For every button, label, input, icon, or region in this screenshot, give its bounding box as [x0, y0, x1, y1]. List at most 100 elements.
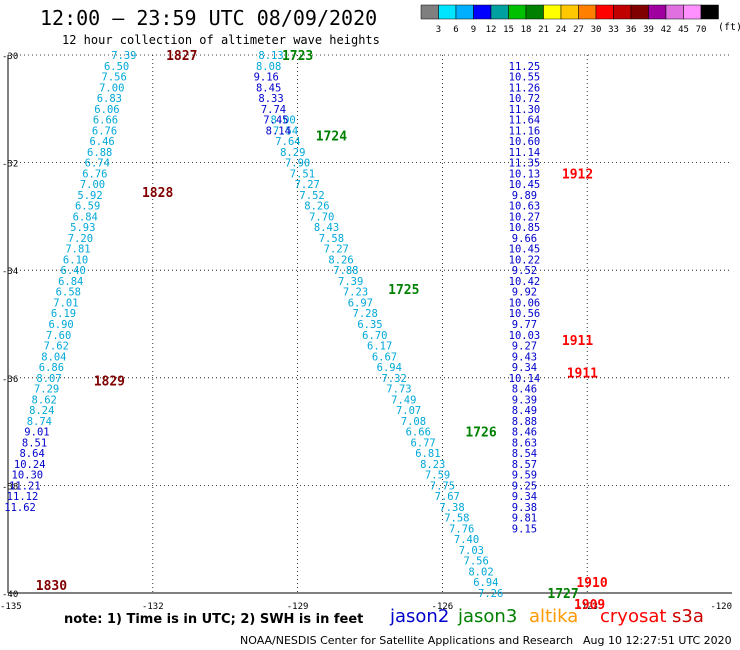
swh-data-label: 8.88 — [512, 416, 537, 428]
swh-data-label: 9.92 — [512, 287, 537, 299]
swh-data-label: 6.86 — [39, 362, 64, 374]
swh-data-label: 6.06 — [94, 104, 119, 116]
legend-cryosat: cryosat — [600, 606, 667, 627]
colorbar-label: 18 — [521, 25, 532, 35]
swh-data-label: 8.43 — [314, 222, 339, 234]
colorbar-swatch — [595, 4, 614, 20]
swh-data-label: 7.39 — [338, 276, 363, 288]
swh-data-label: 8.45 — [256, 82, 281, 94]
swh-data-label: 6.83 — [97, 93, 122, 105]
swh-data-label: 10.14 — [509, 373, 541, 385]
colorbar-label: 39 — [643, 25, 654, 35]
pass-number-label: 1727 — [547, 587, 578, 602]
pass-number-label: 1830 — [36, 579, 67, 594]
swh-data-label: 8.33 — [258, 93, 283, 105]
swh-data-label: 8.74 — [27, 416, 52, 428]
pass-number-label: 1912 — [562, 167, 593, 182]
swh-data-label: 10.55 — [509, 72, 541, 84]
swh-data-label: 8.13 — [258, 50, 283, 62]
colorbar-label: 70 — [696, 25, 707, 35]
pass-number-label: 1827 — [166, 49, 197, 64]
swh-data-label: 6.84 — [58, 276, 83, 288]
swh-data-label: 9.34 — [512, 362, 537, 374]
swh-data-label: 7.62 — [44, 341, 69, 353]
swh-data-label: 8.63 — [512, 437, 537, 449]
swh-data-label: 7.23 — [343, 287, 368, 299]
swh-data-label: 7.27 — [324, 244, 349, 256]
swh-data-label: 5.93 — [70, 222, 95, 234]
swh-data-label: 7.07 — [396, 405, 421, 417]
swh-data-label: 7.45 — [263, 115, 288, 127]
colorbar-swatch — [490, 4, 509, 20]
colorbar-label: 6 — [453, 25, 458, 35]
swh-data-label: 6.88 — [87, 147, 112, 159]
colorbar-label: 9 — [471, 25, 476, 35]
swh-data-label: 6.10 — [63, 254, 88, 266]
footer-credit: NOAA/NESDIS Center for Satellite Applica… — [240, 634, 574, 647]
swh-data-label: 11.35 — [509, 158, 541, 170]
pass-number-label: 1726 — [465, 426, 496, 441]
pass-number-label: 1725 — [388, 283, 419, 298]
swh-data-label: 10.63 — [509, 201, 541, 213]
swh-data-label: 6.66 — [93, 115, 118, 127]
swh-data-label: 8.64 — [19, 448, 44, 460]
colorbar-swatch — [665, 4, 684, 20]
swh-data-label: 7.38 — [439, 502, 464, 514]
swh-data-label: 6.97 — [348, 297, 373, 309]
footer-timestamp: Aug 10 12:27:51 UTC 2020 — [583, 634, 732, 647]
swh-data-label: 6.77 — [410, 437, 435, 449]
swh-data-label: 8.29 — [280, 147, 305, 159]
colorbar-label: 3 — [436, 25, 441, 35]
swh-data-label: 7.49 — [391, 394, 416, 406]
swh-data-label: 6.76 — [92, 125, 117, 137]
swh-data-label: 8.02 — [468, 566, 493, 578]
colorbar-units: (ft) — [718, 22, 740, 33]
y-tick-label: -32 — [2, 160, 18, 170]
colorbar-swatch — [543, 4, 562, 20]
swh-data-label: 6.67 — [372, 351, 397, 363]
swh-data-label: 8.04 — [41, 351, 66, 363]
swh-data-label: 7.54 — [273, 125, 298, 137]
colorbar-swatch — [578, 4, 597, 20]
swh-data-label: 7.32 — [381, 373, 406, 385]
swh-data-label: 10.13 — [509, 168, 541, 180]
colorbar-label: 45 — [678, 25, 689, 35]
swh-data-label: 7.60 — [46, 330, 71, 342]
colorbar-swatch — [508, 4, 527, 20]
y-tick-label: -40 — [2, 590, 18, 600]
swh-data-label: 6.90 — [48, 319, 73, 331]
swh-data-label: 6.94 — [377, 362, 402, 374]
colorbar-swatch — [630, 4, 649, 20]
swh-data-label: 8.51 — [22, 437, 47, 449]
swh-data-label: 10.22 — [509, 254, 541, 266]
colorbar-swatch — [613, 4, 632, 20]
swh-data-label: 9.66 — [512, 233, 537, 245]
colorbar-swatch — [560, 4, 579, 20]
x-tick-label: -129 — [287, 602, 309, 612]
colorbar-label: 36 — [626, 25, 637, 35]
swh-data-label: 8.46 — [512, 427, 537, 439]
legend-s3a: s3a — [672, 606, 704, 627]
colorbar-swatch — [438, 4, 457, 20]
swh-data-label: 6.58 — [56, 287, 81, 299]
swh-data-label: 7.58 — [444, 513, 469, 525]
pass-number-label: 1829 — [94, 374, 125, 389]
swh-data-label: 7.20 — [68, 233, 93, 245]
swh-data-label: 9.16 — [254, 72, 279, 84]
swh-data-label: 9.25 — [512, 480, 537, 492]
page-title: 12:00 – 23:59 UTC 08/09/2020 — [40, 6, 378, 30]
swh-data-label: 7.26 — [478, 588, 503, 600]
swh-data-label: 11.64 — [509, 115, 541, 127]
colorbar-swatch — [473, 4, 492, 20]
swh-data-label: 8.62 — [32, 394, 57, 406]
swh-data-label: 6.84 — [73, 211, 98, 223]
swh-data-label: 6.35 — [357, 319, 382, 331]
swh-data-label: 7.75 — [430, 480, 455, 492]
colorbar-label: 27 — [573, 25, 584, 35]
colorbar-swatch — [525, 4, 544, 20]
legend-altika: altika — [529, 606, 579, 627]
swh-data-label: 9.89 — [512, 190, 537, 202]
y-tick-label: -34 — [2, 267, 18, 277]
swh-data-label: 7.64 — [275, 136, 300, 148]
